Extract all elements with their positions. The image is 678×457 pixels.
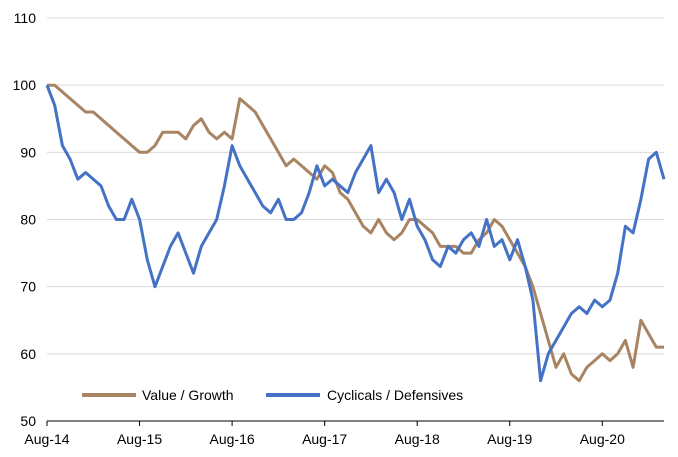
x-tick-label-Aug-18: Aug-18 <box>395 431 440 447</box>
y-tick-label-80: 80 <box>20 212 36 228</box>
gridlines <box>47 17 664 355</box>
y-axis-ticks: 50 60 70 80 90 100 110 <box>13 10 37 429</box>
y-tick-label-100: 100 <box>13 77 37 93</box>
y-tick-label-90: 90 <box>20 144 36 160</box>
x-tick-label-Aug-20: Aug-20 <box>580 431 625 447</box>
x-tick-label-Aug-14: Aug-14 <box>24 431 69 447</box>
series-layer <box>45 83 666 383</box>
x-tick-label-Aug-19: Aug-19 <box>487 431 532 447</box>
x-axis-ticks: Aug-14 Aug-15 Aug-16 Aug-17 Aug-18 Aug-19 Aug-… <box>24 421 625 447</box>
x-tick-label-Aug-17: Aug-17 <box>302 431 347 447</box>
y-tick-label-60: 60 <box>20 346 36 362</box>
series-line-cyclicals-defensives <box>45 84 666 383</box>
y-tick-label-50: 50 <box>20 413 36 429</box>
series-line-value-growth <box>47 83 664 383</box>
y-tick-label-110: 110 <box>14 10 37 26</box>
x-tick-label-Aug-15: Aug-15 <box>117 431 162 447</box>
y-tick-label-70: 70 <box>20 279 36 295</box>
legend-label-value-growth: Value / Growth <box>142 387 234 403</box>
legend: Value / Growth Cyclicals / Defensives <box>82 387 463 403</box>
legend-label-cyclicals-defensives: Cyclicals / Defensives <box>327 387 463 403</box>
x-tick-label-Aug-16: Aug-16 <box>210 431 255 447</box>
